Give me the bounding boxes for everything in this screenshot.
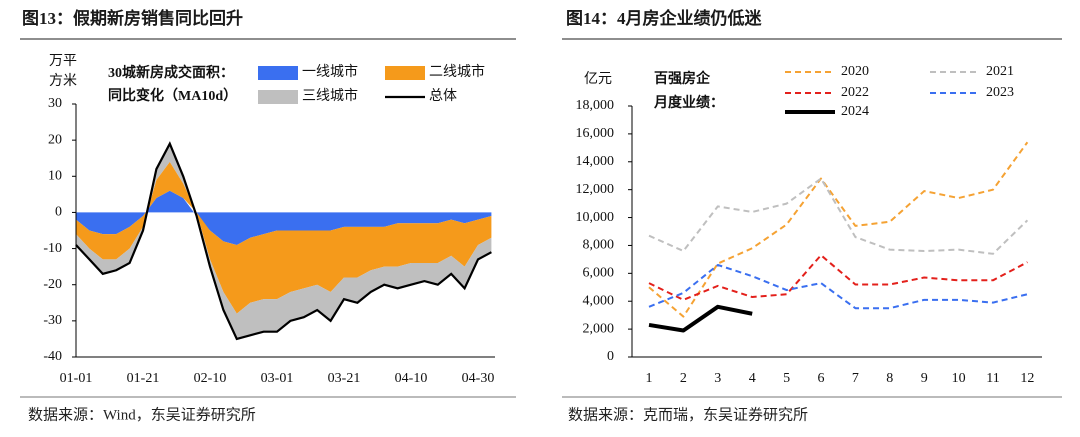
y-tick-label: 2,000 <box>583 321 615 336</box>
y-tick-label: 8,000 <box>583 238 615 253</box>
y-tick-label: 30 <box>48 96 62 111</box>
y-tick-label: 0 <box>607 349 614 364</box>
x-tick-label: 8 <box>886 371 893 386</box>
legend-title: 同比变化（MA10d） <box>108 87 237 104</box>
legend-swatch <box>385 66 425 80</box>
y-tick-label: -30 <box>43 313 62 328</box>
legend-label: 二线城市 <box>429 63 485 80</box>
source: 数据来源：克而瑞，东吴证券研究所 <box>568 406 808 423</box>
legend-label: 一线城市 <box>302 63 358 80</box>
x-tick-label: 5 <box>783 371 790 386</box>
legend-label: 2020 <box>841 64 869 79</box>
legend-label: 2021 <box>986 64 1014 79</box>
y-tick-label: 18,000 <box>576 98 615 113</box>
x-tick-label: 01-21 <box>127 371 160 386</box>
line <box>648 141 1029 318</box>
area <box>76 143 492 339</box>
y-tick-label: 10,000 <box>576 210 615 225</box>
x-tick-label: 4 <box>749 371 756 386</box>
x-tick-label: 02-10 <box>194 371 227 386</box>
y-axis-label: 方米 <box>49 73 77 89</box>
x-tick-label: 03-21 <box>328 371 361 386</box>
y-tick-label: 20 <box>48 132 62 147</box>
x-tick-label: 04-30 <box>462 371 495 386</box>
legend-swatch <box>258 66 298 80</box>
legend-title: 百强房企 <box>654 70 711 87</box>
chart-title: 图13：假期新房销售同比回升 <box>22 8 243 28</box>
y-tick-label: 0 <box>55 205 62 220</box>
x-tick-label: 01-01 <box>60 371 93 386</box>
x-tick-label: 2 <box>680 371 687 386</box>
legend-label: 总体 <box>429 88 457 104</box>
y-tick-label: -10 <box>43 241 62 256</box>
area <box>76 190 492 245</box>
x-tick-label: 6 <box>818 371 825 386</box>
line <box>648 304 753 333</box>
y-tick-label: 6,000 <box>583 266 615 281</box>
x-tick-label: 10 <box>952 371 966 386</box>
x-tick-label: 11 <box>986 371 999 386</box>
y-axis-label: 亿元 <box>584 71 612 87</box>
x-tick-label: 03-01 <box>261 371 294 386</box>
legend-label: 2022 <box>841 85 869 100</box>
chart-title: 图14：4月房企业绩仍低迷 <box>566 8 762 28</box>
x-tick-label: 3 <box>714 371 721 386</box>
y-tick-label: 14,000 <box>576 154 615 169</box>
area <box>76 161 492 314</box>
legend-label: 三线城市 <box>302 87 358 104</box>
legend-title: 30城新房成交面积： <box>108 64 234 81</box>
y-axis-label: 万平 <box>49 54 77 69</box>
legend-swatch <box>258 90 298 104</box>
line <box>648 254 1028 301</box>
y-tick-label: 16,000 <box>576 126 615 141</box>
y-tick-label: 10 <box>48 169 62 184</box>
x-tick-label: 04-10 <box>395 371 428 386</box>
line <box>648 177 1029 255</box>
line <box>75 141 492 341</box>
x-tick-label: 1 <box>646 371 653 386</box>
x-tick-label: 9 <box>921 371 928 386</box>
y-tick-label: 12,000 <box>576 182 615 197</box>
source: 数据来源：Wind，东吴证券研究所 <box>28 406 256 423</box>
legend-label: 2023 <box>986 85 1014 100</box>
y-tick-label: -20 <box>43 277 62 292</box>
x-tick-label: 12 <box>1020 371 1034 386</box>
legend-title: 月度业绩： <box>653 94 724 111</box>
legend-label: 2024 <box>841 104 869 119</box>
x-tick-label: 7 <box>852 371 859 386</box>
line <box>648 263 1028 310</box>
y-tick-label: 4,000 <box>583 293 615 308</box>
y-tick-label: -40 <box>43 349 62 364</box>
